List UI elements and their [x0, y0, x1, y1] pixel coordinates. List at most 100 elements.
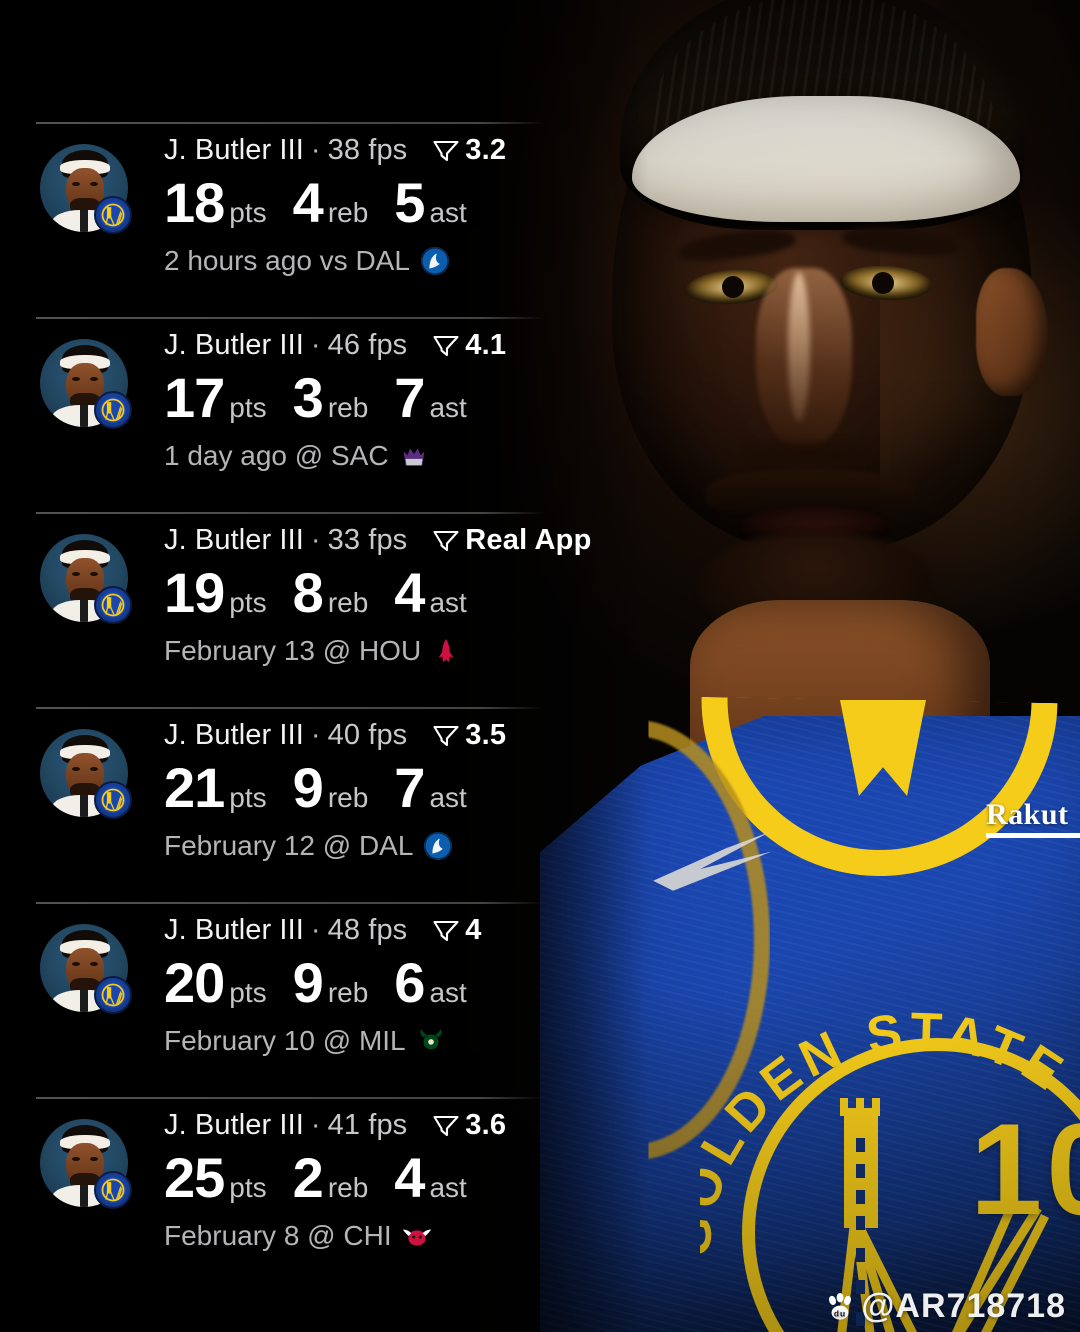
meta-separator: ·: [310, 1109, 321, 1141]
team-badge: [94, 1171, 132, 1209]
row-divider: [36, 707, 544, 709]
row-date-line: February 12 @ DAL: [164, 830, 600, 862]
row-content: J. Butler III · 38 fps 3.2 18 pts 4 reb 5 ast 2 ho…: [36, 122, 600, 277]
game-log-row[interactable]: J. Butler III · 41 fps 3.6 25 pts 2 reb 4 ast Febr…: [0, 1097, 600, 1292]
fps-value: 46 fps: [327, 329, 408, 361]
stat-value: 4: [394, 1146, 425, 1209]
row-content: J. Butler III · 41 fps 3.6 25 pts 2 reb 4 ast Febr…: [36, 1097, 600, 1252]
warriors-logo-icon: [99, 396, 127, 424]
avatar[interactable]: [40, 144, 132, 234]
player-name: J. Butler III: [164, 719, 304, 751]
fps-value: 48 fps: [327, 914, 408, 946]
player-name: J. Butler III: [164, 914, 304, 946]
stat-value: 4: [292, 171, 324, 234]
stat-label: ast: [429, 587, 467, 618]
team-badge: [94, 976, 132, 1014]
stat-label: reb: [327, 197, 369, 228]
avatar[interactable]: [40, 729, 132, 819]
team-badge: [94, 196, 132, 234]
row-stats-line: 21 pts 9 reb 7 ast: [164, 760, 600, 816]
game-log-row[interactable]: J. Butler III · 48 fps 4 20 pts 9 reb 6 ast Februa…: [0, 902, 600, 1097]
kings-logo-icon: [403, 448, 424, 466]
avatar-eye-right: [90, 767, 98, 771]
row-divider: [36, 902, 544, 904]
stat-value: 5: [394, 171, 425, 234]
stat-value: 2: [292, 1146, 324, 1209]
row-meta-line: J. Butler III · 40 fps 3.5: [164, 721, 600, 750]
stat-ast: 7 ast: [394, 370, 467, 426]
player-name: J. Butler III: [164, 134, 304, 166]
stat-label: pts: [229, 1172, 267, 1203]
stat-pts: 18 pts: [164, 175, 267, 231]
player-nose-highlight: [788, 272, 810, 422]
stat-label: ast: [429, 1172, 467, 1203]
avatar-eye-left: [72, 767, 80, 771]
player-ear: [976, 268, 1048, 396]
stat-label: reb: [327, 977, 369, 1008]
bulls-logo-icon: [402, 1229, 431, 1246]
stat-label: reb: [327, 782, 369, 813]
rating-value: Real App: [465, 524, 592, 556]
game-log-feed: J. Butler III · 38 fps 3.2 18 pts 4 reb 5 ast 2 ho…: [0, 122, 600, 1292]
stat-ast: 4 ast: [394, 1150, 467, 1206]
stat-label: reb: [327, 587, 369, 618]
avatar[interactable]: [40, 924, 132, 1014]
row-content: J. Butler III · 33 fps Real App 19 pts 8 reb 4 as…: [36, 512, 600, 667]
stat-label: pts: [229, 977, 267, 1008]
stat-value: 9: [292, 951, 324, 1014]
filter-funnel-icon: [433, 335, 459, 356]
avatar[interactable]: [40, 1119, 132, 1209]
rating-group: 3.6: [433, 1111, 506, 1140]
row-meta-line: J. Butler III · 48 fps 4: [164, 916, 600, 945]
stat-value: 6: [394, 951, 425, 1014]
rating-value: 4.1: [465, 329, 507, 361]
avatar-eye-right: [90, 182, 98, 186]
baidu-paw-icon: du: [829, 1292, 852, 1320]
mavericks-logo-icon: [424, 831, 453, 861]
avatar-eye-right: [90, 1157, 98, 1161]
stat-ast: 6 ast: [394, 955, 467, 1011]
mavericks-logo-icon: [420, 246, 449, 276]
stat-label: ast: [429, 782, 467, 813]
stat-label: pts: [229, 392, 267, 423]
row-meta-line: J. Butler III · 38 fps 3.2: [164, 136, 600, 165]
row-meta-line: J. Butler III · 33 fps Real App: [164, 526, 600, 555]
bucks-logo-icon: [420, 1028, 442, 1050]
meta-separator: ·: [310, 914, 321, 946]
team-badge: [94, 586, 132, 624]
stat-reb: 4 reb: [293, 175, 369, 231]
stat-pts: 25 pts: [164, 1150, 267, 1206]
stat-reb: 8 reb: [293, 565, 369, 621]
rating-group: Real App: [433, 526, 591, 555]
stat-pts: 20 pts: [164, 955, 267, 1011]
game-log-row[interactable]: J. Butler III · 33 fps Real App 19 pts 8 reb 4 as…: [0, 512, 600, 707]
player-name: J. Butler III: [164, 1109, 304, 1141]
player-pupil-right: [872, 272, 894, 294]
game-log-row[interactable]: J. Butler III · 38 fps 3.2 18 pts 4 reb 5 ast 2 ho…: [0, 122, 600, 317]
team-badge: [94, 781, 132, 819]
stat-ast: 7 ast: [394, 760, 467, 816]
meta-separator: ·: [310, 719, 321, 751]
row-content: J. Butler III · 48 fps 4 20 pts 9 reb 6 ast Februa…: [36, 902, 600, 1057]
stat-reb: 9 reb: [293, 760, 369, 816]
stat-label: ast: [429, 392, 467, 423]
row-date-line: February 13 @ HOU: [164, 635, 600, 667]
meta-separator: ·: [310, 329, 321, 361]
game-log-row[interactable]: J. Butler III · 40 fps 3.5 21 pts 9 reb 7 ast Febr…: [0, 707, 600, 902]
avatar[interactable]: [40, 339, 132, 429]
row-stats-line: 20 pts 9 reb 6 ast: [164, 955, 600, 1011]
stat-value: 19: [164, 561, 225, 624]
stat-value: 18: [164, 171, 225, 234]
avatar[interactable]: [40, 534, 132, 624]
stat-label: ast: [429, 197, 467, 228]
stat-pts: 21 pts: [164, 760, 267, 816]
player-pupil-left: [722, 276, 744, 298]
game-date-text: 1 day ago @ SAC: [164, 440, 389, 471]
game-log-row[interactable]: J. Butler III · 46 fps 4.1 17 pts 3 reb 7 ast 1 da…: [0, 317, 600, 512]
filter-funnel-icon: [433, 1115, 459, 1136]
row-date-line: 1 day ago @ SAC: [164, 440, 600, 472]
fps-value: 33 fps: [327, 524, 408, 556]
rakuten-sponsor-text: Rakut: [986, 798, 1069, 831]
stat-value: 20: [164, 951, 225, 1014]
row-content: J. Butler III · 40 fps 3.5 21 pts 9 reb 7 ast Febr…: [36, 707, 600, 862]
